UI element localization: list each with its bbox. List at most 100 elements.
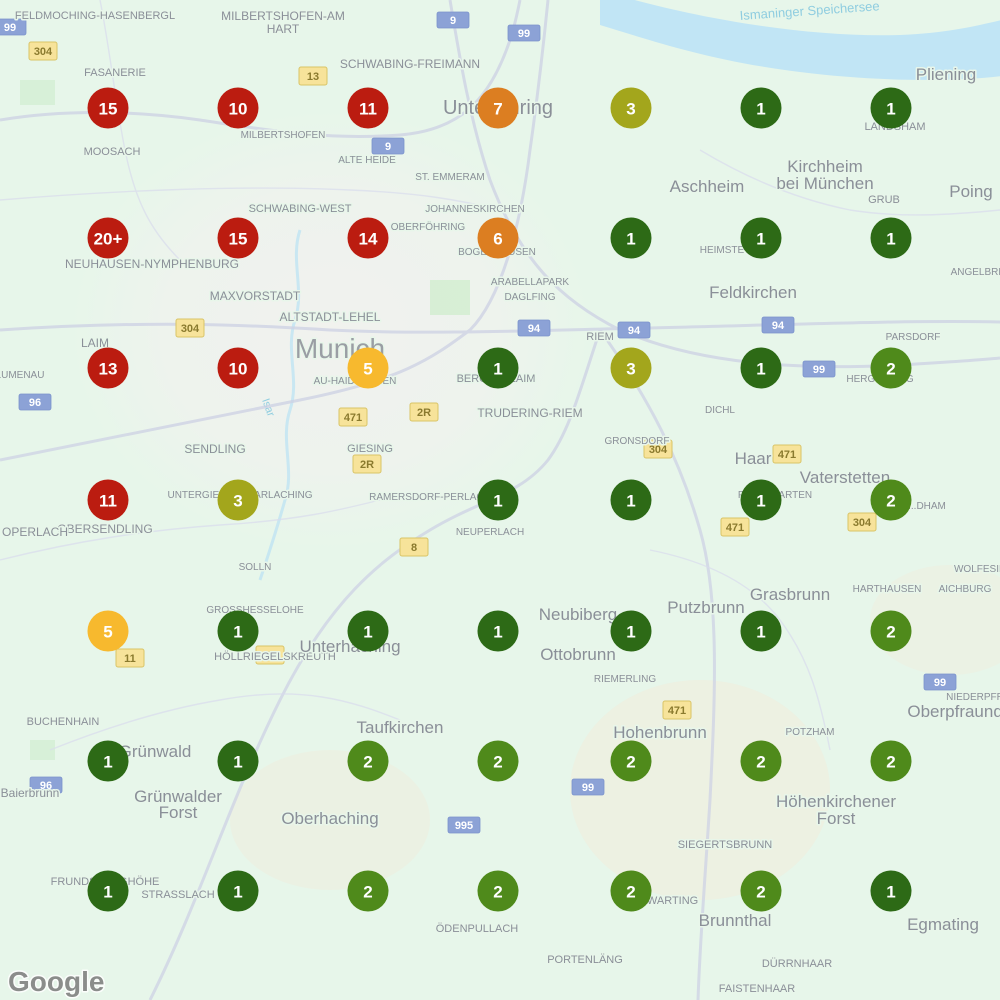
svg-text:11: 11 [99,492,117,511]
svg-text:NEUPERLACH: NEUPERLACH [456,527,524,538]
svg-text:Oberpfraundorf: Oberpfraundorf [907,702,1000,721]
svg-text:TRUDERING-RIEM: TRUDERING-RIEM [477,406,582,420]
svg-text:SENDLING: SENDLING [184,442,245,456]
svg-text:1: 1 [493,360,502,379]
svg-text:96: 96 [29,397,41,409]
svg-text:99: 99 [4,22,16,34]
svg-text:LUMENAU: LUMENAU [0,370,44,381]
svg-text:PARSDORF: PARSDORF [886,332,941,343]
svg-text:9: 9 [385,141,391,153]
svg-text:Grünwald: Grünwald [119,742,192,761]
svg-text:15: 15 [99,100,118,119]
svg-text:1: 1 [493,623,502,642]
svg-text:304: 304 [853,517,872,529]
svg-text:1: 1 [756,360,765,379]
svg-text:RIEMERLING: RIEMERLING [594,674,656,685]
svg-text:Oberhaching: Oberhaching [281,809,378,828]
svg-text:Taufkirchen: Taufkirchen [357,718,444,737]
svg-text:OPERLACH: OPERLACH [2,525,68,539]
svg-text:DAGLFING: DAGLFING [504,292,555,303]
svg-text:Pliening: Pliening [916,65,977,84]
svg-text:HART: HART [267,22,300,36]
svg-text:NEUHAUSEN-NYMPHENBURG: NEUHAUSEN-NYMPHENBURG [65,257,239,271]
svg-text:DÜRRNHAAR: DÜRRNHAAR [762,958,832,970]
svg-text:PORTENLÄNG: PORTENLÄNG [547,954,623,966]
svg-text:20+: 20+ [94,230,123,249]
svg-text:99: 99 [518,28,530,40]
svg-text:99: 99 [582,782,594,794]
svg-text:Aschheim: Aschheim [670,177,745,196]
svg-text:94: 94 [628,325,641,337]
svg-text:Google: Google [8,966,104,997]
svg-text:1: 1 [756,100,765,119]
svg-text:SCHWABING-FREIMANN: SCHWABING-FREIMANN [340,57,480,71]
svg-text:JOHANNESKIRCHEN: JOHANNESKIRCHEN [425,204,524,215]
svg-text:11: 11 [124,653,136,665]
svg-text:1: 1 [103,753,112,772]
svg-text:471: 471 [778,449,796,461]
svg-text:8: 8 [411,542,417,554]
svg-text:RIEM: RIEM [586,331,614,343]
svg-text:GRONSDORF: GRONSDORF [605,436,670,447]
svg-text:STRASSLACH: STRASSLACH [141,889,214,901]
svg-text:2: 2 [886,753,895,772]
svg-text:Feldkirchen: Feldkirchen [709,283,797,302]
svg-text:Ottobrunn: Ottobrunn [540,645,616,664]
svg-text:2: 2 [493,753,502,772]
svg-text:995: 995 [455,820,473,832]
svg-text:Haar: Haar [735,449,772,468]
svg-text:Forst: Forst [159,803,198,822]
svg-text:DICHL: DICHL [705,405,735,416]
svg-text:99: 99 [934,677,946,689]
svg-text:1: 1 [363,623,372,642]
svg-text:GIESING: GIESING [347,443,393,455]
svg-text:MILBERTSHOFEN: MILBERTSHOFEN [241,130,326,141]
svg-text:MILBERTSHOFEN-AM: MILBERTSHOFEN-AM [221,9,345,23]
svg-text:13: 13 [307,71,319,83]
svg-text:7: 7 [493,100,502,119]
svg-text:2: 2 [493,883,502,902]
svg-text:...DHAM: ...DHAM [908,501,946,512]
svg-text:5: 5 [363,360,372,379]
svg-text:94: 94 [772,320,785,332]
svg-text:Grasbrunn: Grasbrunn [750,585,830,604]
svg-text:1: 1 [493,492,502,511]
svg-text:ST. EMMERAM: ST. EMMERAM [415,172,484,183]
svg-text:1: 1 [756,623,765,642]
svg-text:14: 14 [359,230,378,249]
svg-text:2: 2 [886,492,895,511]
svg-text:Poing: Poing [949,182,992,201]
svg-text:ANGELBRECHTING: ANGELBRECHTING [951,267,1000,278]
svg-text:GRUB: GRUB [868,194,900,206]
svg-text:Putzbrunn: Putzbrunn [667,598,745,617]
svg-text:1: 1 [233,883,242,902]
svg-text:1: 1 [756,492,765,511]
svg-text:POTZHAM: POTZHAM [786,727,835,738]
svg-text:3: 3 [626,100,635,119]
svg-text:SCHWABING-WEST: SCHWABING-WEST [249,203,352,215]
svg-text:304: 304 [34,46,53,58]
svg-text:99: 99 [813,364,825,376]
svg-text:471: 471 [668,705,686,717]
svg-text:bei München: bei München [776,174,873,193]
svg-text:2: 2 [886,623,895,642]
svg-text:FASANERIE: FASANERIE [84,67,146,79]
svg-text:2R: 2R [417,407,431,419]
svg-text:2: 2 [756,883,765,902]
svg-text:HARTHAUSEN: HARTHAUSEN [853,584,922,595]
svg-text:3: 3 [233,492,242,511]
svg-text:OBERFÖHRING: OBERFÖHRING [391,221,466,233]
svg-text:94: 94 [528,323,541,335]
svg-text:GROSSHESSELOHE: GROSSHESSELOHE [206,605,304,616]
svg-text:Vaterstetten: Vaterstetten [800,468,890,487]
svg-text:15: 15 [229,230,248,249]
svg-text:2: 2 [886,360,895,379]
svg-text:OBERSENDLING: OBERSENDLING [57,522,152,536]
svg-text:13: 13 [99,360,118,379]
svg-text:2: 2 [363,753,372,772]
svg-text:1: 1 [233,623,242,642]
svg-text:AICHBURG: AICHBURG [939,584,992,595]
svg-text:Forst: Forst [817,809,856,828]
svg-text:WOLFESING: WOLFESING [954,564,1000,575]
svg-text:304: 304 [181,323,200,335]
